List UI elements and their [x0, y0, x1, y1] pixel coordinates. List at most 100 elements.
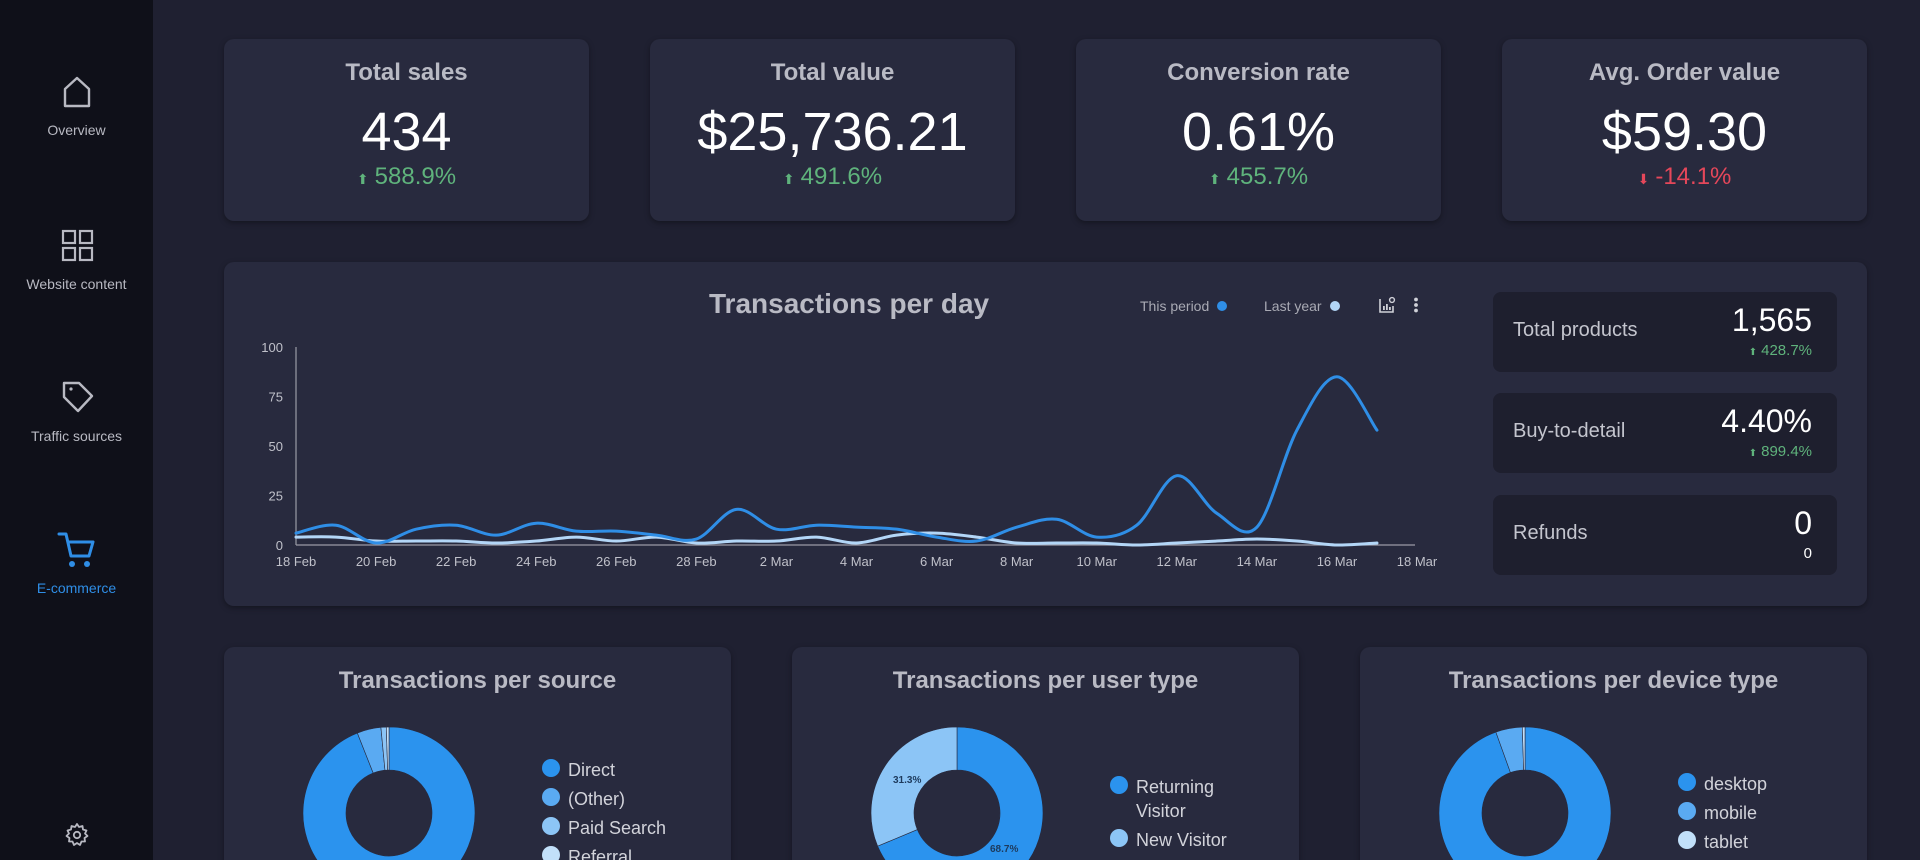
svg-text:22 Feb: 22 Feb [436, 554, 476, 569]
legend-item-other[interactable]: (Other) [542, 787, 666, 811]
svg-text:16 Mar: 16 Mar [1317, 554, 1358, 569]
metric-value: 0 [1794, 505, 1812, 541]
kpi-card-avg-order-value: Avg. Order value $59.30 ⬇ -14.1% [1502, 39, 1867, 221]
slice-label-returning-visitor: 68.7% [990, 844, 1019, 855]
arrow-up-icon: ⬆ [1208, 171, 1221, 187]
legend-label: Direct [568, 760, 616, 780]
kpi-delta: ⬇ -14.1% [1502, 163, 1867, 191]
legend-item-returning-visitor[interactable]: Returning Visitor [1110, 775, 1260, 823]
metric-delta-value: 428.7% [1761, 342, 1812, 359]
transactions-per-source-card: Transactions per source Direct (Other) P… [224, 647, 731, 860]
donut-slice[interactable] [385, 726, 390, 771]
transactions-per-device-type-card: Transactions per device type desktop mob… [1360, 647, 1867, 860]
legend-item-referral[interactable]: Referral [542, 845, 666, 860]
sidebar-item-overview[interactable]: Overview [0, 72, 153, 138]
kpi-value: 434 [361, 102, 452, 162]
arrow-up-icon: ⬆ [1748, 448, 1758, 459]
legend-label: New Visitor [1136, 830, 1227, 850]
svg-text:2 Mar: 2 Mar [760, 554, 794, 569]
legend-last-year[interactable]: Last year [1264, 298, 1340, 314]
donut-slice[interactable] [302, 726, 476, 860]
donut-legend: Direct (Other) Paid Search Referral [542, 758, 666, 860]
transactions-per-day-card: Transactions per day This period Last ye… [224, 262, 1867, 606]
legend-item-new-visitor[interactable]: New Visitor [1110, 828, 1260, 852]
transactions-per-user-type-card: Transactions per user type 31.3% 68.7% R… [792, 647, 1299, 860]
kpi-value: $59.30 [1601, 102, 1768, 162]
metric-delta: ⬆ 899.4% [1749, 443, 1812, 460]
svg-text:0: 0 [276, 538, 283, 553]
legend-dot-icon [1110, 829, 1128, 847]
svg-text:6 Mar: 6 Mar [920, 554, 954, 569]
metric-refunds: Refunds 0 0 [1493, 495, 1837, 575]
gear-icon[interactable] [64, 822, 90, 848]
kpi-delta-value: 491.6% [800, 163, 883, 190]
series-last-year [294, 531, 1379, 547]
legend-item-tablet[interactable]: tablet [1678, 830, 1767, 854]
kpi-value: $25,736.21 [697, 102, 968, 162]
legend-item-paid-search[interactable]: Paid Search [542, 816, 666, 840]
donut-legend: Returning Visitor New Visitor [1110, 775, 1260, 860]
donut-title: Transactions per device type [1448, 667, 1779, 694]
legend-item-direct[interactable]: Direct [542, 758, 666, 782]
kpi-delta-value: 455.7% [1226, 163, 1309, 190]
sidebar-item-label: Traffic sources [30, 428, 123, 444]
chart-title: Transactions per day [709, 288, 990, 319]
donut-legend: desktop mobile tablet [1678, 772, 1767, 860]
kpi-title: Total value [770, 59, 895, 86]
kpi-delta: ⬆ 455.7% [1076, 163, 1441, 191]
legend-label: Paid Search [568, 818, 667, 838]
legend-item-desktop[interactable]: desktop [1678, 772, 1767, 796]
legend-label: Referral [568, 847, 633, 860]
metric-label: Refunds [1513, 522, 1588, 544]
legend-label: tablet [1704, 832, 1749, 852]
kpi-delta-value: -14.1% [1655, 163, 1732, 190]
svg-text:50: 50 [269, 439, 283, 454]
metric-delta-value: 899.4% [1761, 443, 1812, 460]
slice-label-new-visitor: 31.3% [893, 775, 922, 786]
sidebar-item-e-commerce[interactable]: E-commerce [0, 530, 153, 596]
legend-label: Returning Visitor [1136, 777, 1215, 821]
legend-dot-icon [1217, 301, 1228, 311]
kpi-delta-value: 588.9% [374, 163, 457, 190]
svg-text:10 Mar: 10 Mar [1076, 554, 1117, 569]
svg-text:25: 25 [269, 489, 283, 504]
kpi-title: Total sales [345, 59, 468, 86]
metric-buy-to-detail: Buy-to-detail 4.40% ⬆ 899.4% [1493, 393, 1837, 473]
metric-label: Total products [1513, 319, 1638, 341]
more-options-icon[interactable] [1412, 296, 1420, 314]
sidebar: Overview Website content Traffic sources… [0, 0, 153, 860]
legend-label: mobile [1704, 803, 1758, 823]
legend-label: (Other) [568, 789, 626, 809]
donut-slice[interactable] [1438, 726, 1612, 860]
svg-text:14 Mar: 14 Mar [1237, 554, 1278, 569]
kpi-card-total-sales: Total sales 434 ⬆ 588.9% [224, 39, 589, 221]
donut-slice[interactable] [877, 726, 1044, 860]
svg-text:18 Mar: 18 Mar [1397, 554, 1438, 569]
svg-text:28 Feb: 28 Feb [676, 554, 716, 569]
metric-sub-value: 0 [1803, 545, 1812, 562]
legend-item-mobile[interactable]: mobile [1678, 801, 1767, 825]
svg-text:12 Mar: 12 Mar [1157, 554, 1198, 569]
arrow-up-icon: ⬆ [1748, 347, 1758, 358]
chart-settings-icon[interactable] [1378, 296, 1396, 314]
sidebar-item-website-content[interactable]: Website content [0, 226, 153, 292]
legend-this-period[interactable]: This period [1140, 298, 1228, 314]
svg-text:20 Feb: 20 Feb [356, 554, 396, 569]
kpi-delta: ⬆ 588.9% [224, 163, 589, 191]
legend-dot-icon [1678, 802, 1696, 820]
series-this-period [294, 375, 1379, 545]
donut-slice[interactable] [1521, 726, 1526, 771]
sidebar-item-traffic-sources[interactable]: Traffic sources [0, 378, 153, 444]
metric-delta: ⬆ 428.7% [1749, 342, 1812, 359]
svg-text:100: 100 [261, 340, 283, 355]
arrow-up-icon: ⬆ [356, 171, 369, 187]
metric-value: 4.40% [1721, 403, 1812, 439]
sidebar-item-label: E-commerce [36, 580, 117, 596]
svg-text:75: 75 [269, 390, 283, 405]
kpi-title: Conversion rate [1167, 59, 1350, 86]
kpi-card-total-value: Total value $25,736.21 ⬆ 491.6% [650, 39, 1015, 221]
metric-label: Buy-to-detail [1513, 420, 1626, 442]
donut-slice[interactable] [870, 726, 958, 847]
legend-label: Last year [1264, 298, 1322, 314]
source-donut-chart [302, 726, 476, 860]
